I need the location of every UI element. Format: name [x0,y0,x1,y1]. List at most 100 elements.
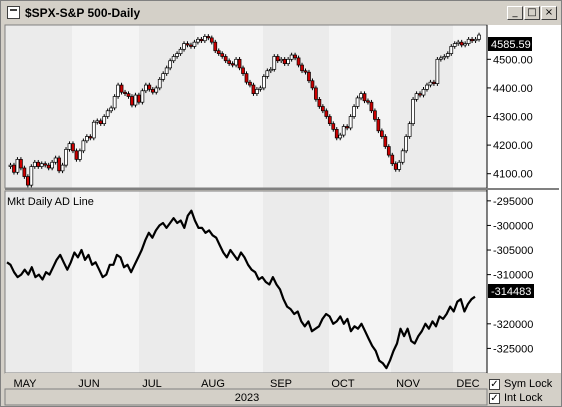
candle[interactable] [314,87,318,100]
candle[interactable] [36,161,41,167]
candle[interactable] [53,157,58,163]
candle[interactable] [230,63,235,66]
candle[interactable] [171,56,176,62]
candle[interactable] [57,157,61,172]
candle[interactable] [296,57,301,66]
candle[interactable] [449,46,454,54]
candle[interactable] [105,110,110,117]
candle[interactable] [331,123,336,130]
candle[interactable] [428,81,433,86]
candle[interactable] [46,164,51,169]
close-button[interactable]: × [541,6,557,20]
candle[interactable] [262,76,266,89]
candle[interactable] [282,58,287,64]
candle[interactable] [473,38,478,42]
candle[interactable] [272,56,277,70]
candle[interactable] [369,101,374,112]
candle[interactable] [248,81,252,86]
candle[interactable] [15,159,20,173]
candle[interactable] [414,93,419,100]
candle[interactable] [407,123,412,137]
candle[interactable] [213,41,218,52]
candle[interactable] [123,91,127,94]
candle[interactable] [268,68,273,72]
candle[interactable] [98,120,103,125]
candle[interactable] [137,94,141,103]
candle[interactable] [251,84,256,94]
candle[interactable] [466,38,471,44]
candle[interactable] [178,48,183,54]
candle[interactable] [432,81,436,84]
candle[interactable] [182,43,186,50]
candle[interactable] [227,60,231,64]
candle[interactable] [362,93,367,102]
candle[interactable] [154,87,159,93]
candle[interactable] [393,163,398,170]
candle[interactable] [265,70,270,77]
candle[interactable] [286,58,290,64]
candle[interactable] [477,34,481,40]
candle[interactable] [275,56,280,62]
candle[interactable] [67,143,72,150]
candle[interactable] [88,136,93,139]
candle[interactable] [400,150,405,163]
candle[interactable] [418,93,422,96]
candle[interactable] [109,107,113,112]
candle[interactable] [255,88,259,94]
ad-line-series[interactable] [6,209,476,370]
candle[interactable] [244,73,249,83]
candle[interactable] [126,93,131,97]
candle[interactable] [359,93,363,99]
candle[interactable] [39,163,44,167]
candle[interactable] [81,140,86,152]
candle[interactable] [380,130,384,137]
candle[interactable] [307,71,311,82]
candle[interactable] [289,54,294,60]
candle[interactable] [321,106,325,112]
candle[interactable] [43,163,48,166]
candle[interactable] [32,161,37,167]
candle[interactable] [397,161,402,170]
candle[interactable] [91,121,96,139]
candle[interactable] [345,126,349,129]
candle[interactable] [317,99,322,107]
candle[interactable] [258,87,263,90]
candle[interactable] [12,164,16,173]
candle[interactable] [102,116,107,125]
candle[interactable] [185,43,190,46]
candle[interactable] [439,57,443,60]
candle[interactable] [147,84,152,90]
candle[interactable] [140,90,145,103]
candle[interactable] [216,50,221,54]
candle[interactable] [161,73,166,80]
candle[interactable] [442,56,447,59]
candle[interactable] [209,37,214,43]
candle[interactable] [421,88,426,96]
candle[interactable] [26,176,30,186]
candle[interactable] [334,129,339,139]
candle[interactable] [206,36,211,39]
candle[interactable] [459,41,464,46]
candle[interactable] [355,97,360,107]
sym-lock-checkbox[interactable]: ✓ [489,379,500,390]
candle[interactable] [352,106,356,117]
candle[interactable] [175,53,179,57]
int-lock-checkbox[interactable]: ✓ [489,393,500,404]
candle[interactable] [435,58,440,84]
candle[interactable] [157,78,162,89]
candle[interactable] [373,110,377,120]
candle[interactable] [470,38,474,42]
candle[interactable] [64,149,68,166]
candle[interactable] [50,161,54,169]
candle[interactable] [425,84,429,90]
candle[interactable] [327,116,332,125]
candle[interactable] [150,88,155,93]
candle[interactable] [130,96,134,106]
candle[interactable] [71,143,75,152]
candle[interactable] [78,150,82,160]
candle[interactable] [192,41,197,47]
candle[interactable] [112,96,117,109]
candle[interactable] [463,43,467,46]
title-bar[interactable]: $SPX-S&P 500-Daily _ □ × [3,3,559,23]
